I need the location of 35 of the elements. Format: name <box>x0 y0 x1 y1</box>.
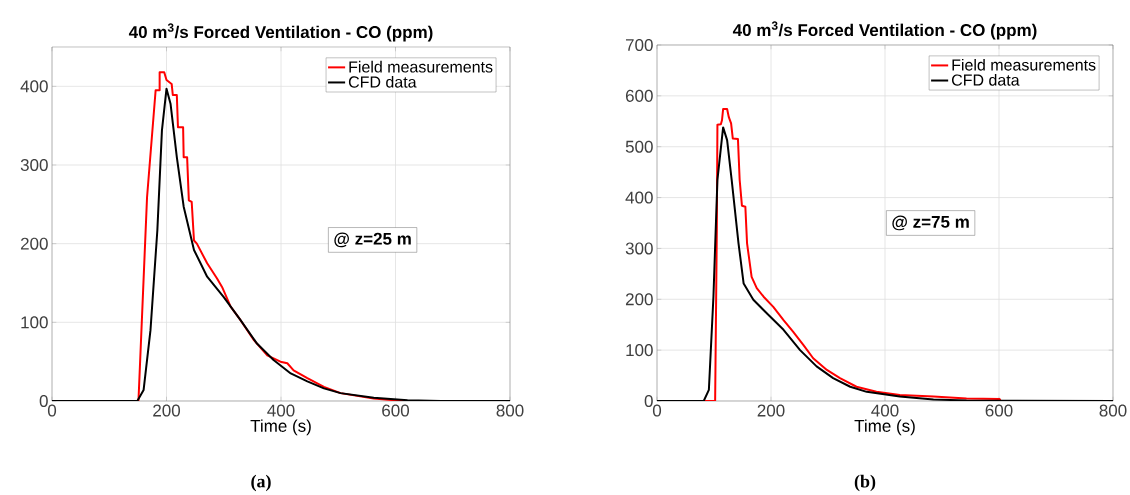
annotation: @ z=75 m <box>892 215 969 231</box>
x-axis-title: Time (s) <box>854 419 915 436</box>
annotation: @ z=25 m <box>334 232 411 248</box>
x-tick-label: 200 <box>757 404 785 417</box>
legend-label: CFD data <box>348 75 417 88</box>
y-tick-label: 0 <box>644 394 653 408</box>
y-tick-label: 0 <box>39 394 48 408</box>
x-tick-label: 600 <box>985 404 1013 417</box>
x-tick-label: 400 <box>267 404 295 417</box>
x-tick-label: 200 <box>153 404 181 417</box>
x-tick-label: 0 <box>652 404 662 417</box>
x-tick-label: 800 <box>1099 404 1127 417</box>
y-tick-label: 400 <box>20 80 48 93</box>
y-tick-label: 100 <box>626 344 653 357</box>
x-tick-label: 0 <box>47 404 57 417</box>
legend-label: Field measurements <box>349 60 493 73</box>
text: (b) <box>854 474 876 492</box>
y-tick-label: 200 <box>20 237 48 250</box>
y-tick-label: 200 <box>625 293 653 306</box>
y-tick-label: 700 <box>625 38 653 52</box>
legend-label: CFD data <box>951 73 1020 86</box>
y-tick-label: 400 <box>625 191 653 204</box>
text: (a) <box>251 474 271 492</box>
y-tick-label: 100 <box>21 316 48 329</box>
x-tick-label: 600 <box>382 404 410 417</box>
x-axis-title: Time (s) <box>250 419 311 436</box>
y-tick-label: 500 <box>625 140 653 153</box>
y-tick-label: 600 <box>625 89 653 102</box>
chart-title: 40 m$^{3}$/s Forced Ventilation - CO (ppm) <box>732 21 1037 40</box>
y-tick-label: 300 <box>625 242 653 255</box>
y-tick-label: 300 <box>20 158 48 172</box>
legend-label: Field measurements <box>952 58 1096 71</box>
x-tick-label: 800 <box>496 404 524 417</box>
x-tick-label: 400 <box>871 404 899 417</box>
chart-title: 40 m$^{3}$/s Forced Ventilation - CO (ppm) <box>128 23 433 42</box>
